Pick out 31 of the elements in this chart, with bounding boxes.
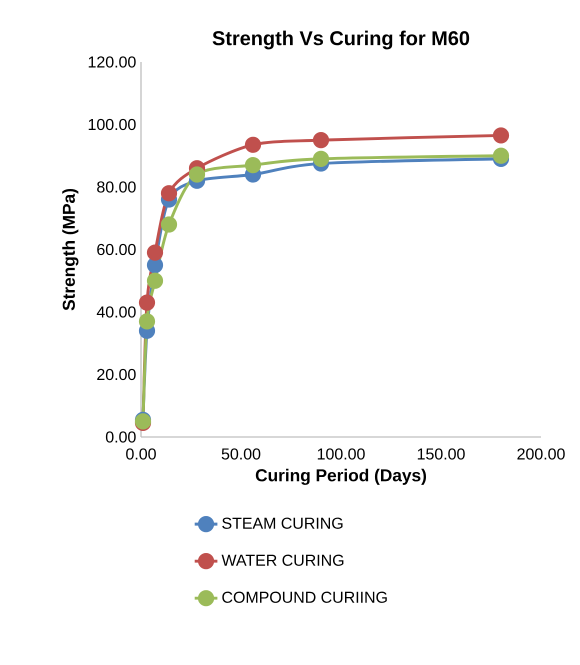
point (312, 150, 330, 167)
y-axis-title: Strength (MPa) (62, 188, 78, 310)
x-tick-label: 100.00 (318, 448, 365, 460)
point (160, 216, 178, 233)
point (138, 294, 156, 311)
x-axis-title: Curing Period (Days) (256, 468, 426, 485)
x-tick-label: 0.00 (126, 448, 156, 460)
point (146, 272, 164, 289)
x-tick-label: 200.00 (517, 448, 565, 460)
legend-label: WATER CURING (222, 554, 344, 566)
point (492, 148, 510, 164)
point (146, 244, 164, 261)
y-tick-label: 60.00 (97, 244, 136, 256)
point (312, 132, 330, 148)
x-tick-label: 150.00 (418, 448, 465, 460)
legend-label: STEAM CURING (222, 518, 343, 529)
y-tick-label: 20.00 (97, 368, 136, 380)
point (492, 127, 510, 144)
legend-label: COMPOUND CURIING (222, 592, 387, 603)
y-tick-label: 0.00 (106, 431, 136, 443)
point (188, 166, 206, 183)
point (244, 136, 262, 153)
point (138, 313, 156, 330)
point (160, 185, 178, 202)
x-tick-label: 50.00 (222, 448, 260, 460)
y-tick-label: 120.00 (88, 56, 136, 68)
y-tick-label: 80.00 (97, 181, 136, 193)
y-tick-label: 100.00 (88, 118, 136, 130)
chart-title: Strength Vs Curing for M60 (212, 30, 470, 50)
y-tick-label: 40.00 (96, 306, 136, 318)
point (244, 157, 262, 174)
